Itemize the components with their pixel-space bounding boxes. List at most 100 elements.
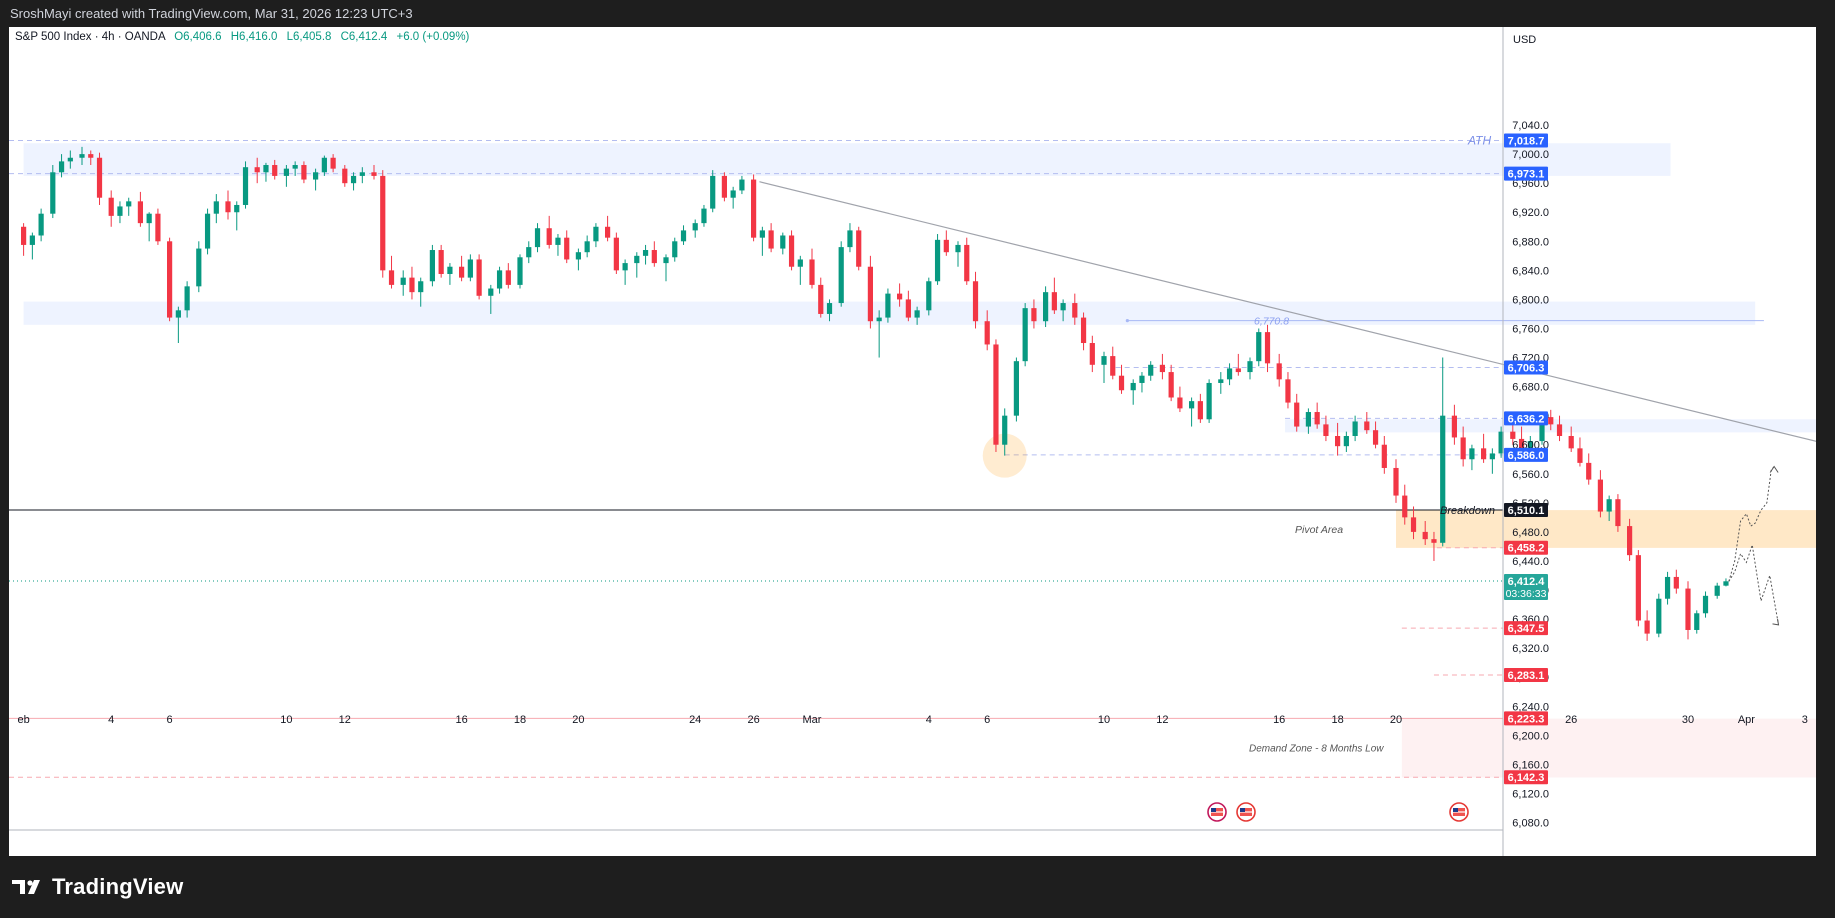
candle-142 (1402, 495, 1408, 518)
y-tick-9: 6,680.0 (1512, 382, 1549, 394)
legend-high: H6,416.0 (231, 31, 278, 43)
candle-93 (926, 281, 932, 311)
candle-74 (739, 179, 745, 191)
price-label-9: 6,283.1 (1508, 670, 1545, 682)
candle-104 (1031, 308, 1037, 322)
chart-panel[interactable]: ATH 6,770.8 Breakdown Pivot Area Demand Zone… (9, 27, 1816, 856)
candle-157 (1548, 417, 1554, 425)
candle-168 (1656, 598, 1662, 634)
candle-37 (380, 175, 386, 271)
candle-107 (1060, 303, 1066, 311)
candle-125 (1235, 368, 1241, 373)
candle-81 (809, 259, 815, 285)
level-6770-dot (1125, 319, 1129, 323)
legend-change: +6.0 (+0.09%) (397, 31, 470, 43)
candle-128 (1264, 332, 1271, 364)
candle-136 (1343, 436, 1349, 447)
price-label-bg-4 (1504, 447, 1548, 462)
candle-89 (885, 293, 891, 318)
x-tick-20: 30 (1682, 714, 1694, 726)
candle-45 (459, 266, 465, 278)
legend-low: L6,405.8 (287, 31, 332, 43)
pivot-label: Pivot Area (1295, 524, 1343, 536)
y-tick-23: 6,120.0 (1512, 788, 1549, 800)
candle-68 (680, 230, 687, 242)
us-event-flag-1[interactable] (1207, 802, 1227, 822)
tradingview-logo[interactable]: TradingView (12, 872, 183, 902)
us-event-flag-3[interactable] (1449, 802, 1469, 822)
candle-59 (593, 226, 599, 242)
price-label-bg-8 (1504, 621, 1548, 636)
x-tick-17: 20 (1390, 714, 1402, 726)
x-tick-3: 10 (280, 714, 292, 726)
candle-48 (488, 288, 494, 296)
candle-116 (1148, 364, 1154, 376)
candle-115 (1139, 375, 1145, 383)
price-label-10: 6,223.3 (1508, 713, 1545, 725)
candle-86 (856, 230, 862, 267)
candle-70 (701, 208, 707, 224)
credit-text: SroshMayi created with TradingView.com, … (10, 6, 413, 21)
price-label-5: 6,510.1 (1508, 505, 1545, 517)
candle-95 (943, 239, 949, 253)
candle-33 (342, 168, 348, 184)
trendline (759, 181, 1816, 442)
candle-108 (1072, 303, 1078, 318)
candle-56 (564, 237, 570, 260)
candle-8 (96, 157, 103, 198)
candle-21 (225, 201, 231, 213)
candle-103 (1022, 308, 1028, 362)
us-event-flag-2[interactable] (1236, 802, 1256, 822)
candle-63 (634, 255, 640, 264)
candle-105 (1043, 292, 1049, 322)
candle-54 (546, 228, 552, 245)
candle-18 (196, 248, 202, 287)
candle-20 (213, 201, 219, 214)
candle-133 (1314, 412, 1320, 425)
currency-label[interactable]: USD (1513, 34, 1536, 46)
candle-9 (108, 197, 114, 216)
candle-140 (1381, 444, 1387, 468)
price-label-bg-11 (1504, 770, 1548, 785)
price-label-bg-0 (1504, 133, 1548, 148)
candle-102 (1013, 361, 1019, 416)
candle-67 (672, 241, 678, 258)
candle-169 (1664, 576, 1671, 599)
y-tick-1: 7,000.0 (1512, 149, 1549, 161)
candle-17 (184, 286, 190, 311)
candle-7 (88, 154, 94, 158)
price-label-1: 6,973.1 (1508, 169, 1545, 181)
candle-27 (283, 168, 289, 176)
candle-110 (1089, 343, 1095, 365)
candle-4 (58, 161, 65, 173)
candle-65 (651, 250, 657, 264)
candle-162 (1597, 479, 1603, 512)
candle-78 (780, 235, 786, 249)
breakdown-label: Breakdown (1440, 505, 1495, 517)
y-tick-21: 6,200.0 (1512, 730, 1549, 742)
candle-145 (1431, 539, 1437, 543)
candle-150 (1481, 448, 1487, 460)
x-tick-1: 4 (108, 714, 114, 726)
candle-101 (1002, 415, 1008, 445)
y-tick-12: 6,560.0 (1512, 469, 1549, 481)
candle-166 (1635, 555, 1641, 621)
candle-109 (1080, 317, 1087, 344)
y-tick-14: 6,480.0 (1512, 527, 1549, 539)
candle-112 (1110, 356, 1116, 376)
candle-32 (330, 157, 336, 169)
candle-99 (984, 321, 990, 345)
candle-16 (175, 310, 181, 318)
candle-97 (964, 244, 970, 282)
candle-126 (1247, 361, 1253, 373)
legend[interactable]: S&P 500 Index · 4h · OANDA O6,406.6 H6,4… (15, 31, 470, 43)
candle-55 (555, 237, 561, 245)
price-chart[interactable]: ATH 6,770.8 Breakdown Pivot Area Demand Zone… (9, 27, 1816, 856)
projection-up-arrowhead (1769, 465, 1779, 473)
candle-57 (575, 252, 581, 260)
candle-25 (263, 165, 269, 173)
y-tick-15: 6,440.0 (1512, 556, 1549, 568)
candle-79 (788, 235, 795, 267)
price-label-6: 6,458.2 (1508, 543, 1545, 555)
candle-119 (1177, 397, 1183, 409)
